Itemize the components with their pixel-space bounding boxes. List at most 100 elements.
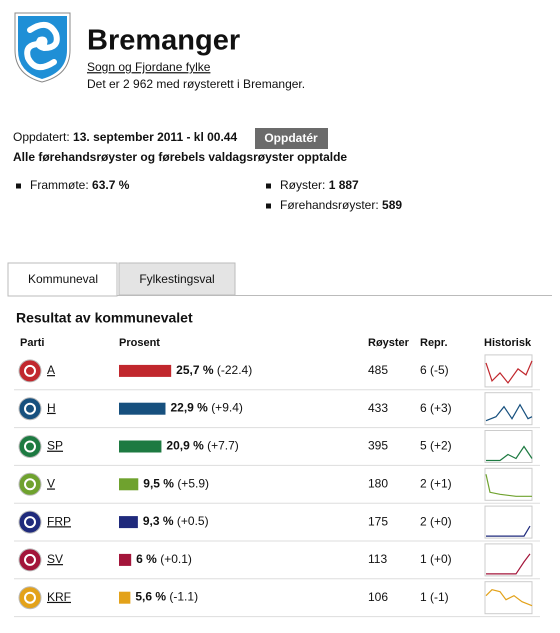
results-title: Resultat av kommunevalet — [16, 310, 193, 326]
percent-bar — [119, 364, 172, 377]
tab-label[interactable]: Kommuneval — [28, 272, 98, 286]
percent: 22,9 % (+9.4) — [170, 401, 242, 415]
column-header: Røyster — [368, 337, 410, 349]
party-link[interactable]: SP — [47, 439, 63, 453]
count-note: Alle førehandsrøyster og førebels valdag… — [13, 150, 347, 164]
seats: 1 (+0) — [420, 552, 452, 566]
percent-bar — [119, 402, 166, 415]
percent-label: 9,3 % — [143, 514, 174, 528]
percent-bar — [119, 440, 162, 453]
stat-label: Røyster: — [280, 178, 325, 192]
seats: 5 (+2) — [420, 439, 452, 453]
percent-change: (-22.4) — [217, 363, 252, 377]
percent-label: 22,9 % — [170, 401, 208, 415]
stat-label: Frammøte: — [30, 178, 89, 192]
voters-text: Det er 2 962 med røysterett i Bremanger. — [87, 77, 305, 91]
votes: 106 — [368, 590, 388, 604]
percent: 9,5 % (+5.9) — [143, 476, 209, 490]
bullet — [16, 183, 21, 189]
percent-label: 20,9 % — [166, 439, 204, 453]
tab-active[interactable] — [7, 262, 118, 297]
history-box — [484, 543, 533, 577]
stat-value: 63.7 % — [92, 178, 130, 192]
party-link[interactable]: A — [47, 363, 55, 377]
history-line — [485, 589, 533, 607]
history-line — [485, 474, 532, 497]
party-logo-inner — [24, 591, 36, 604]
seats: 6 (+3) — [420, 401, 452, 415]
page-title: Bremanger — [87, 25, 240, 57]
coat-of-arms — [14, 12, 71, 83]
party-link[interactable]: KRF — [47, 590, 71, 604]
history-box — [484, 430, 533, 463]
column-header: Historisk — [484, 337, 532, 349]
stat: Førehandsrøyster: 589 — [280, 198, 402, 212]
history-line — [486, 553, 531, 575]
bullet — [266, 203, 271, 209]
percent-change: (+5.9) — [177, 476, 209, 490]
history-line — [486, 445, 533, 462]
votes: 485 — [368, 363, 388, 377]
percent-change: (+0.1) — [160, 552, 192, 566]
party-logo-inner — [24, 553, 36, 566]
stat-value: 1 887 — [329, 178, 359, 192]
percent-change: (+9.4) — [211, 401, 243, 415]
party-logo — [18, 548, 42, 572]
update-button-label[interactable]: Oppdatér — [264, 131, 318, 145]
percent: 6 % (+0.1) — [136, 552, 192, 566]
seats: 6 (-5) — [420, 363, 449, 377]
party-logo — [18, 435, 42, 458]
history-box — [484, 392, 533, 426]
party-logo — [18, 397, 42, 421]
party-logo-inner — [24, 364, 36, 377]
percent-bar — [119, 478, 139, 491]
party-logo — [18, 510, 42, 534]
stat: Frammøte: 63.7 % — [30, 178, 130, 192]
votes: 395 — [368, 439, 388, 453]
party-link[interactable]: SV — [47, 552, 63, 566]
percent-bar — [119, 591, 131, 604]
stat: Røyster: 1 887 — [280, 178, 359, 192]
column-header: Parti — [20, 337, 44, 349]
percent-change: (+0.5) — [177, 514, 209, 528]
updated-value: 13. september 2011 - kl 00.44 — [73, 130, 237, 144]
column-header: Repr. — [420, 337, 448, 349]
update-button[interactable] — [255, 128, 328, 149]
percent: 5,6 % (-1.1) — [135, 590, 198, 604]
party-logo-inner — [24, 478, 36, 491]
votes: 433 — [368, 401, 388, 415]
percent: 20,9 % (+7.7) — [166, 439, 238, 453]
party-logo — [18, 359, 42, 383]
party-logo — [18, 586, 42, 610]
votes: 175 — [368, 514, 388, 528]
percent: 25,7 % (-22.4) — [176, 363, 252, 377]
percent-label: 9,5 % — [143, 476, 174, 490]
history-line — [486, 525, 531, 537]
votes: 180 — [368, 476, 388, 490]
tab-label[interactable]: Fylkestingsval — [139, 272, 214, 286]
updated-label: Oppdatert: — [13, 130, 70, 144]
percent-label: 25,7 % — [176, 363, 214, 377]
percent-change: (+7.7) — [207, 439, 239, 453]
seats: 2 (+1) — [420, 476, 452, 490]
party-link[interactable]: FRP — [47, 514, 71, 528]
column-header: Prosent — [119, 337, 160, 349]
party-logo — [18, 472, 42, 496]
percent: 9,3 % (+0.5) — [143, 514, 209, 528]
party-link[interactable]: V — [47, 476, 55, 490]
percent-label: 5,6 % — [135, 590, 166, 604]
bullet — [266, 183, 271, 189]
percent-label: 6 % — [136, 552, 157, 566]
stat-value: 589 — [382, 198, 402, 212]
history-box — [484, 581, 533, 615]
party-link[interactable]: H — [47, 401, 56, 415]
history-line — [485, 360, 533, 384]
history-box — [484, 505, 533, 539]
percent-change: (-1.1) — [169, 590, 198, 604]
county-link[interactable]: Sogn og Fjordane fylke — [87, 60, 211, 74]
party-logo-inner — [24, 402, 36, 415]
party-logo-inner — [24, 440, 36, 453]
seats: 2 (+0) — [420, 514, 452, 528]
updated: Oppdatert: 13. september 2011 - kl 00.44 — [13, 130, 237, 144]
